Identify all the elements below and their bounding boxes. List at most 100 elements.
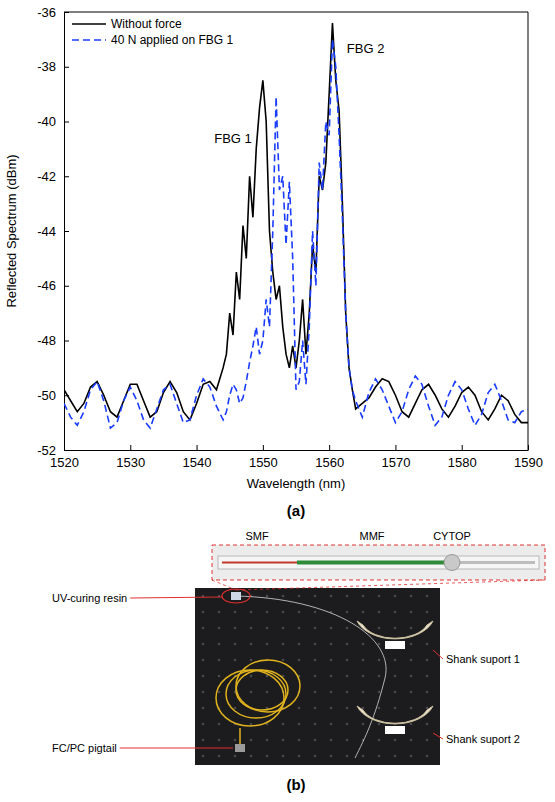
y-tick: -46: [37, 278, 69, 293]
x-tick-label: 1580: [448, 455, 477, 470]
board-hole: [410, 723, 413, 726]
board-hole: [218, 611, 221, 614]
y-tick: -48: [37, 333, 69, 348]
legend-swatch: [72, 23, 106, 25]
legend: Without force40 N applied on FBG 1: [72, 17, 233, 47]
board-hole: [346, 739, 349, 742]
board-hole: [394, 611, 397, 614]
board-hole: [410, 627, 413, 630]
y-tick-label: -48: [37, 333, 56, 348]
board-hole: [378, 707, 381, 710]
y-tick-mark: [64, 12, 69, 13]
inset-tube: [218, 556, 539, 569]
y-tick: -52: [37, 443, 69, 458]
x-tick: 1580: [448, 445, 477, 470]
y-tick: -40: [37, 114, 69, 129]
board-hole: [346, 691, 349, 694]
x-tick-label: 1540: [183, 455, 212, 470]
frame-top: [64, 12, 528, 13]
board-hole: [394, 627, 397, 630]
y-tick-mark: [64, 176, 69, 177]
legend-label: 40 N applied on FBG 1: [111, 33, 233, 47]
board-hole: [346, 611, 349, 614]
board-hole: [282, 627, 285, 630]
board-hole: [282, 611, 285, 614]
board-hole: [218, 691, 221, 694]
board-hole: [314, 659, 317, 662]
board-hole: [378, 755, 381, 758]
board-hole: [346, 707, 349, 710]
board-hole: [298, 723, 301, 726]
x-tick-label: 1560: [315, 455, 344, 470]
board-hole: [250, 739, 253, 742]
board-hole: [394, 739, 397, 742]
y-tick-label: -52: [37, 443, 56, 458]
board-hole: [250, 755, 253, 758]
inset-connector: [236, 580, 545, 590]
board-hole: [410, 707, 413, 710]
x-tick-label: 1570: [381, 455, 410, 470]
board-hole: [266, 691, 269, 694]
board-hole: [394, 691, 397, 694]
inset-label: CYTOP: [433, 530, 471, 542]
x-tick-mark: [263, 445, 264, 450]
board-hole: [378, 675, 381, 678]
y-tick: -38: [37, 59, 69, 74]
panel-label: (b): [286, 776, 305, 793]
board-hole: [362, 691, 365, 694]
resin-highlight: [222, 589, 250, 603]
inset-connector: [212, 580, 236, 590]
board-hole: [202, 659, 205, 662]
board-hole: [298, 659, 301, 662]
board-hole: [394, 755, 397, 758]
shank-support: [357, 621, 433, 639]
board-hole: [282, 643, 285, 646]
x-axis: 15201530154015501560157015801590: [50, 445, 543, 470]
board-hole: [426, 643, 429, 646]
x-tick: 1560: [315, 445, 344, 470]
board-hole: [314, 691, 317, 694]
y-tick-mark: [64, 286, 69, 287]
board-hole: [314, 675, 317, 678]
board-hole: [202, 691, 205, 694]
photo: [195, 588, 440, 765]
board-hole: [378, 659, 381, 662]
board-hole: [362, 755, 365, 758]
spectrum-line: [64, 39, 528, 428]
x-tick-mark: [462, 445, 463, 450]
board-hole: [250, 723, 253, 726]
board-hole: [234, 627, 237, 630]
x-tick: 1540: [183, 445, 212, 470]
board-hole: [202, 611, 205, 614]
board-hole: [394, 707, 397, 710]
y-tick-label: -50: [37, 388, 56, 403]
board-hole: [218, 755, 221, 758]
y-tick: -36: [37, 5, 69, 20]
board-hole: [330, 707, 333, 710]
board-hole: [266, 675, 269, 678]
board-hole: [266, 643, 269, 646]
callout-arrow: [433, 650, 443, 659]
board-hole: [330, 659, 333, 662]
board-hole: [314, 627, 317, 630]
cytop-sphere: [444, 555, 460, 571]
board-hole: [330, 675, 333, 678]
board-hole: [330, 755, 333, 758]
board-hole: [234, 739, 237, 742]
board-hole: [378, 723, 381, 726]
y-tick-label: -44: [37, 224, 56, 239]
y-tick-mark: [64, 122, 69, 123]
board-hole: [298, 643, 301, 646]
y-axis-title: Reflected Spectrum (dBm): [4, 154, 19, 307]
connector: [235, 744, 245, 752]
board-hole: [362, 659, 365, 662]
pigtail-lead: [239, 728, 241, 746]
y-tick-label: -46: [37, 278, 56, 293]
board-hole: [202, 739, 205, 742]
board-hole: [410, 659, 413, 662]
board-hole: [298, 627, 301, 630]
board-hole: [282, 723, 285, 726]
board-hole: [346, 675, 349, 678]
board-hole: [250, 659, 253, 662]
board-hole: [266, 611, 269, 614]
